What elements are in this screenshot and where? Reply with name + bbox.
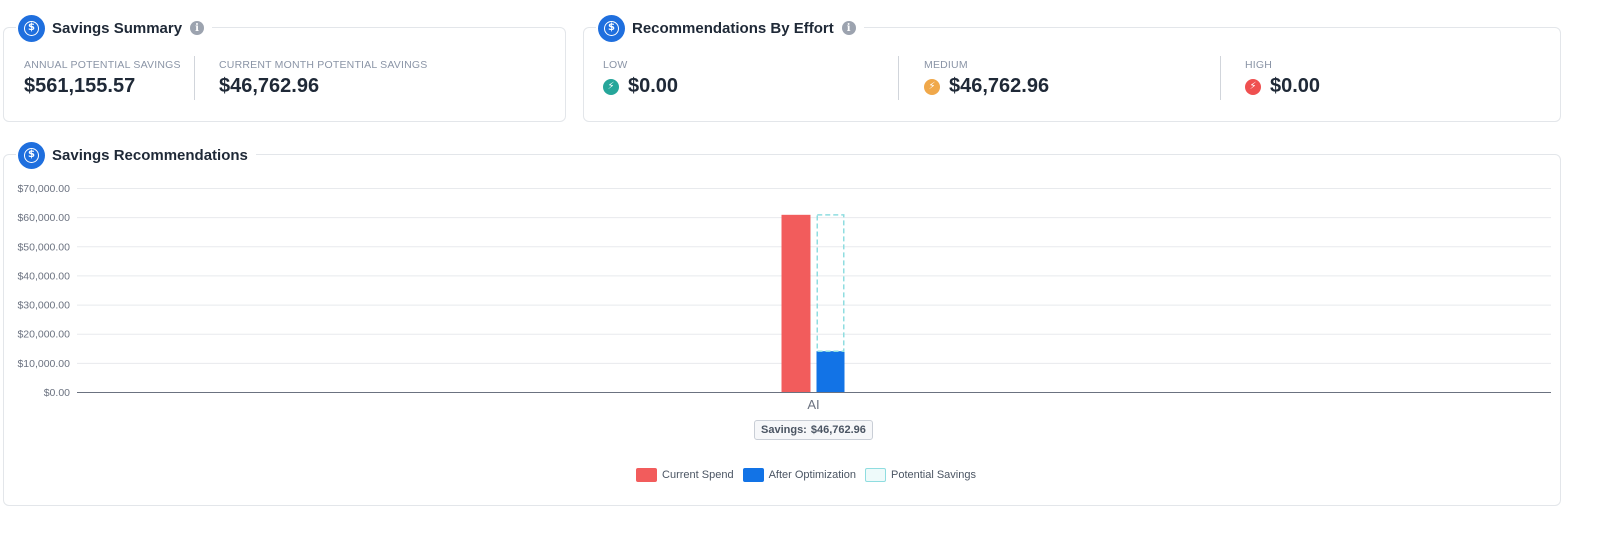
recommendations-card: $ Savings Recommendations bbox=[3, 154, 1561, 506]
effort-high-value: ⚡ $0.00 bbox=[1245, 75, 1320, 98]
legend-label: Potential Savings bbox=[891, 469, 976, 481]
recommendations-title: Savings Recommendations bbox=[52, 147, 248, 164]
dollar-circle-icon: $ bbox=[18, 142, 45, 169]
chart-legend: Current Spend After Optimization Potenti… bbox=[0, 468, 1611, 482]
effort-low-value: ⚡ $0.00 bbox=[603, 75, 678, 98]
month-savings-label: CURRENT MONTH POTENTIAL SAVINGS bbox=[219, 59, 427, 71]
recommendations-header: $ Savings Recommendations bbox=[16, 141, 256, 169]
effort-medium-label: MEDIUM bbox=[924, 59, 968, 71]
tooltip-label: Savings: bbox=[761, 424, 807, 436]
savings-summary-card: $ Savings Summary i ANNUAL POTENTIAL SAV… bbox=[3, 27, 566, 122]
legend-swatch bbox=[865, 468, 886, 482]
effort-divider-1 bbox=[898, 56, 899, 100]
info-icon[interactable]: i bbox=[842, 21, 856, 35]
legend-label: Current Spend bbox=[662, 469, 734, 481]
legend-current-spend[interactable]: Current Spend bbox=[635, 468, 734, 482]
savings-tooltip: Savings: $46,762.96 bbox=[754, 420, 873, 440]
effort-high-amount: $0.00 bbox=[1270, 75, 1320, 98]
lightning-icon: ⚡ bbox=[924, 79, 940, 95]
month-savings-value: $46,762.96 bbox=[219, 75, 319, 98]
lightning-icon: ⚡ bbox=[603, 79, 619, 95]
lightning-icon: ⚡ bbox=[1245, 79, 1261, 95]
effort-high-label: HIGH bbox=[1245, 59, 1272, 71]
legend-potential-savings[interactable]: Potential Savings bbox=[864, 468, 976, 482]
legend-swatch bbox=[743, 468, 764, 482]
summary-divider bbox=[194, 56, 195, 100]
annual-savings-value: $561,155.57 bbox=[24, 75, 135, 98]
info-icon[interactable]: i bbox=[190, 21, 204, 35]
effort-medium-value: ⚡ $46,762.96 bbox=[924, 75, 1049, 98]
effort-low-label: LOW bbox=[603, 59, 628, 71]
effort-divider-2 bbox=[1220, 56, 1221, 100]
effort-low-amount: $0.00 bbox=[628, 75, 678, 98]
effort-card: $ Recommendations By Effort i LOW ⚡ $0.0… bbox=[583, 27, 1561, 122]
legend-after-optimization[interactable]: After Optimization bbox=[742, 468, 856, 482]
tooltip-value: $46,762.96 bbox=[811, 424, 866, 436]
dollar-circle-icon: $ bbox=[18, 15, 45, 42]
savings-summary-title: Savings Summary bbox=[52, 20, 182, 37]
legend-label: After Optimization bbox=[769, 469, 856, 481]
legend-swatch bbox=[636, 468, 657, 482]
effort-header: $ Recommendations By Effort i bbox=[596, 14, 864, 42]
savings-summary-header: $ Savings Summary i bbox=[16, 14, 212, 42]
dollar-circle-icon: $ bbox=[598, 15, 625, 42]
annual-savings-label: ANNUAL POTENTIAL SAVINGS bbox=[24, 59, 181, 71]
effort-medium-amount: $46,762.96 bbox=[949, 75, 1049, 98]
effort-title: Recommendations By Effort bbox=[632, 20, 834, 37]
